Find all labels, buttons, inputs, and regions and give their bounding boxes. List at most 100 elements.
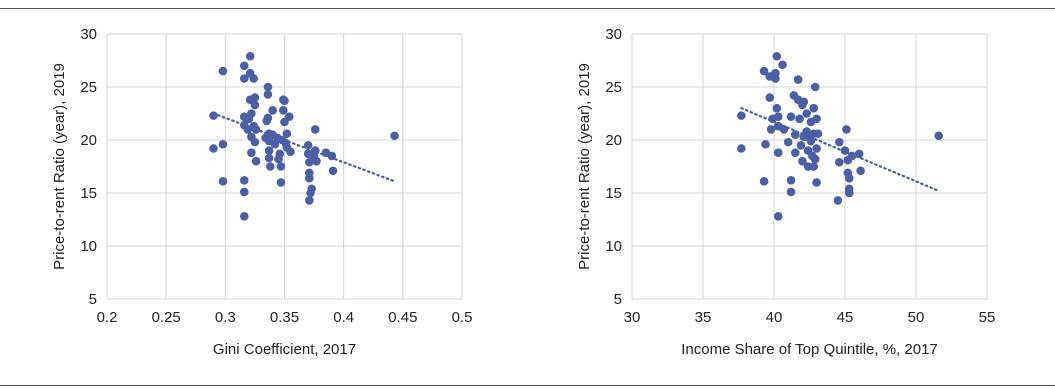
x-tick-label: 0.2 (97, 309, 118, 326)
data-point (266, 162, 275, 171)
x-tick-label: 0.5 (452, 309, 473, 326)
data-point (312, 156, 321, 166)
data-point (759, 177, 769, 186)
data-point (793, 75, 803, 84)
data-point (239, 74, 249, 83)
data-point (791, 148, 800, 158)
x-tick-label: 0.45 (388, 309, 417, 326)
y-tick-label: 20 (605, 132, 622, 149)
data-point (773, 148, 783, 158)
x-tick-label: 55 (979, 309, 996, 326)
data-point (810, 154, 820, 164)
data-point (250, 100, 260, 110)
data-point (305, 173, 314, 183)
top-rule (0, 8, 1055, 9)
x-tick-label: 0.3 (215, 309, 236, 326)
data-point (809, 162, 819, 171)
y-tick-label: 5 (614, 291, 622, 308)
y-tick-label: 10 (605, 238, 622, 255)
data-point (772, 103, 782, 113)
data-point (778, 60, 787, 70)
y-tick-label: 30 (605, 26, 622, 43)
data-point (218, 177, 228, 186)
data-point (806, 136, 816, 146)
data-point (218, 139, 228, 149)
data-point (263, 113, 273, 123)
data-point (239, 175, 249, 185)
data-point (268, 106, 277, 115)
data-point (209, 144, 218, 153)
data-point (284, 112, 294, 121)
x-axis-label: Gini Coefficient, 2017 (213, 341, 356, 358)
data-point (247, 148, 256, 158)
data-point (771, 74, 780, 83)
y-axis-label: Price-to-rent Ratio (year), 2019 (51, 63, 68, 270)
data-point (772, 51, 782, 61)
data-point (303, 141, 313, 150)
x-tick-label: 0.4 (333, 309, 354, 326)
data-point (812, 114, 821, 124)
data-point (249, 74, 259, 83)
data-point (247, 109, 256, 118)
data-point (305, 196, 314, 205)
data-point (245, 51, 255, 61)
data-point (759, 66, 769, 76)
y-tick-label: 10 (80, 238, 97, 255)
gini-scatter-chart: 5 10 15 20 25 30 0.2 0.25 0.3 0.35 0.4 0.45 0.5 Gini … (51, 26, 473, 358)
y-tick-label: 25 (605, 79, 622, 96)
x-tick-label: 45 (837, 309, 854, 326)
data-point (276, 178, 286, 187)
data-point (737, 144, 746, 153)
data-point (250, 137, 260, 147)
data-point (812, 178, 821, 187)
data-point (275, 149, 285, 159)
x-tick-label: 0.25 (152, 309, 181, 326)
income-share-scatter-chart: 5 10 15 20 25 30 30 35 40 45 50 55 Income Share of T… (576, 26, 996, 358)
data-point (799, 97, 809, 107)
data-point (280, 96, 289, 106)
data-point (390, 131, 399, 141)
data-point (786, 112, 796, 121)
x-tick-label: 50 (908, 309, 925, 326)
data-point (786, 187, 796, 197)
data-point (310, 125, 320, 134)
data-point (264, 146, 274, 155)
data-point (239, 212, 249, 221)
data-point (835, 157, 844, 167)
data-point (783, 137, 793, 147)
data-point (307, 184, 317, 194)
data-point (250, 93, 260, 102)
bottom-rule (0, 385, 1055, 386)
data-point (813, 129, 823, 138)
data-point (786, 175, 796, 185)
y-tick-label: 25 (80, 79, 97, 96)
data-point (737, 111, 746, 120)
y-tick-label: 5 (89, 291, 97, 308)
data-point (844, 173, 854, 183)
y-tick-label: 15 (80, 185, 97, 202)
y-axis-label: Price-to-rent Ratio (year), 2019 (576, 63, 593, 270)
data-point (842, 125, 851, 134)
data-point (798, 156, 807, 166)
data-point (276, 162, 286, 171)
x-tick-label: 30 (624, 309, 641, 326)
x-tick-label: 35 (695, 309, 712, 326)
data-point (263, 90, 273, 99)
x-tick-label: 0.35 (270, 309, 299, 326)
data-point (812, 144, 821, 153)
data-point (218, 66, 228, 76)
data-point (773, 112, 783, 121)
y-tick-label: 15 (605, 185, 622, 202)
data-point (844, 188, 854, 198)
x-axis-label: Income Share of Top Quintile, %, 2017 (681, 341, 938, 358)
trendline (740, 107, 940, 192)
data-point (761, 139, 770, 149)
y-tick-label: 30 (80, 26, 97, 43)
data-point (328, 166, 338, 176)
data-point (286, 147, 295, 156)
data-point (833, 196, 843, 205)
data-point (779, 125, 789, 134)
data-point (766, 125, 776, 134)
data-point (251, 156, 261, 166)
data-point (239, 61, 249, 71)
